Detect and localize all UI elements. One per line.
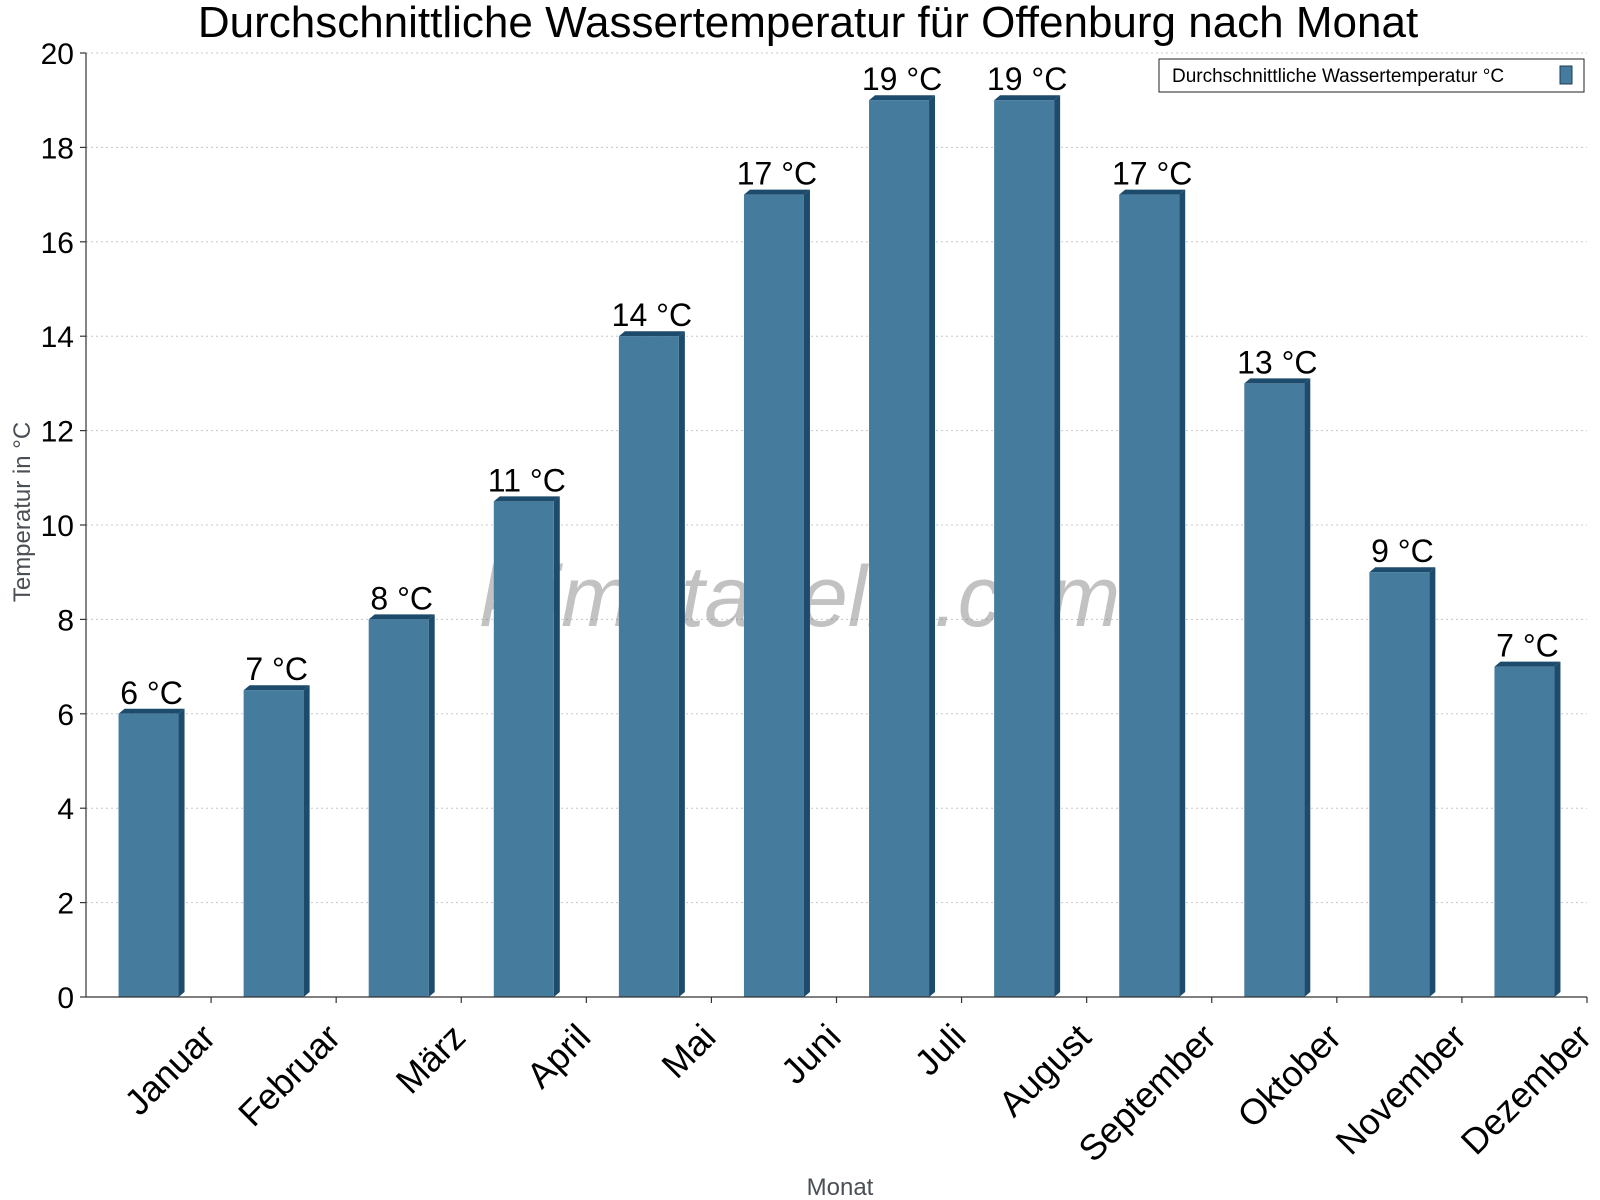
x-tick-label: Januar — [116, 1016, 223, 1123]
bar[interactable] — [1494, 666, 1555, 997]
x-tick-label: August — [990, 1016, 1098, 1124]
bar-top — [1119, 189, 1186, 195]
grid — [86, 52, 1587, 904]
y-tick-label: 16 — [41, 227, 74, 260]
bar-top — [1369, 567, 1436, 573]
bar[interactable] — [243, 690, 304, 997]
data-label: 8 °C — [370, 580, 433, 616]
bars — [118, 95, 1561, 998]
bar-top — [869, 95, 936, 101]
x-axis-title: Monat — [807, 1174, 874, 1200]
y-tick-label: 20 — [41, 38, 74, 71]
bar-side — [553, 496, 560, 997]
bar[interactable] — [493, 501, 554, 997]
y-tick-label: 0 — [57, 982, 74, 1015]
bar[interactable] — [1244, 383, 1305, 997]
bar-top — [994, 95, 1061, 101]
x-tick-label: Mai — [653, 1016, 723, 1086]
data-label: 6 °C — [120, 675, 183, 711]
data-label: 19 °C — [862, 61, 942, 97]
bar-top — [618, 331, 685, 337]
x-tick-label: September — [1070, 1016, 1224, 1170]
data-label: 11 °C — [488, 462, 566, 498]
y-tick-label: 18 — [41, 132, 74, 165]
bar-side — [1554, 661, 1561, 997]
bar-top — [1494, 661, 1561, 667]
bar-side — [178, 708, 185, 997]
bar-side — [1054, 95, 1061, 997]
data-label: 17 °C — [1112, 156, 1192, 192]
data-label: 7 °C — [1496, 628, 1559, 664]
data-label: 14 °C — [612, 297, 692, 333]
bar-top — [493, 496, 560, 502]
legend-swatch — [1559, 65, 1573, 85]
bar-side — [1304, 378, 1311, 997]
x-tick-label: April — [518, 1016, 598, 1096]
x-tick-label: März — [388, 1016, 474, 1102]
x-tick-label: Oktober — [1229, 1016, 1349, 1136]
y-tick-label: 12 — [41, 416, 74, 449]
legend[interactable]: Durchschnittliche Wassertemperatur °C — [1158, 58, 1585, 93]
y-tick-label: 6 — [57, 699, 74, 732]
bar-top — [118, 708, 185, 714]
bar[interactable] — [743, 194, 804, 998]
y-tick-label: 2 — [57, 888, 74, 921]
data-label: 9 °C — [1371, 533, 1434, 569]
y-tick-label: 4 — [57, 793, 74, 826]
bar-top — [368, 614, 435, 620]
bar[interactable] — [869, 100, 930, 997]
bar[interactable] — [1119, 194, 1180, 998]
bar[interactable] — [994, 100, 1055, 997]
y-axis-title: Temperatur in °C — [9, 422, 36, 602]
bar[interactable] — [118, 713, 179, 997]
y-tick-label: 14 — [41, 321, 74, 354]
data-label: 19 °C — [987, 61, 1067, 97]
data-label: 17 °C — [737, 156, 817, 192]
bar-side — [1179, 189, 1186, 998]
legend-box — [1158, 58, 1585, 93]
bar-top — [743, 189, 810, 195]
data-label: 7 °C — [245, 651, 308, 687]
chart-title: Durchschnittliche Wassertemperatur für O… — [198, 0, 1418, 47]
x-tick-label: Juli — [906, 1016, 973, 1083]
bar-side — [428, 614, 435, 997]
bar[interactable] — [368, 619, 429, 997]
bar[interactable] — [1369, 572, 1430, 997]
bar-top — [243, 685, 310, 691]
data-label: 13 °C — [1237, 344, 1317, 380]
bar-side — [929, 95, 936, 997]
bar-top — [1244, 378, 1311, 384]
x-tick-label: Juni — [773, 1016, 849, 1092]
y-tick-label: 8 — [57, 604, 74, 637]
y-tick-label: 10 — [41, 510, 74, 543]
x-tick-label: November — [1328, 1016, 1474, 1162]
bar-side — [1429, 567, 1436, 997]
bar[interactable] — [618, 336, 679, 997]
legend-series-label: Durchschnittliche Wassertemperatur °C — [1172, 66, 1504, 87]
axes — [80, 52, 1588, 1003]
bar-side — [803, 189, 810, 998]
x-tick-label: Dezember — [1453, 1016, 1599, 1162]
bar-side — [303, 685, 310, 997]
bar-side — [678, 331, 685, 997]
x-tick-label: Februar — [230, 1016, 348, 1134]
